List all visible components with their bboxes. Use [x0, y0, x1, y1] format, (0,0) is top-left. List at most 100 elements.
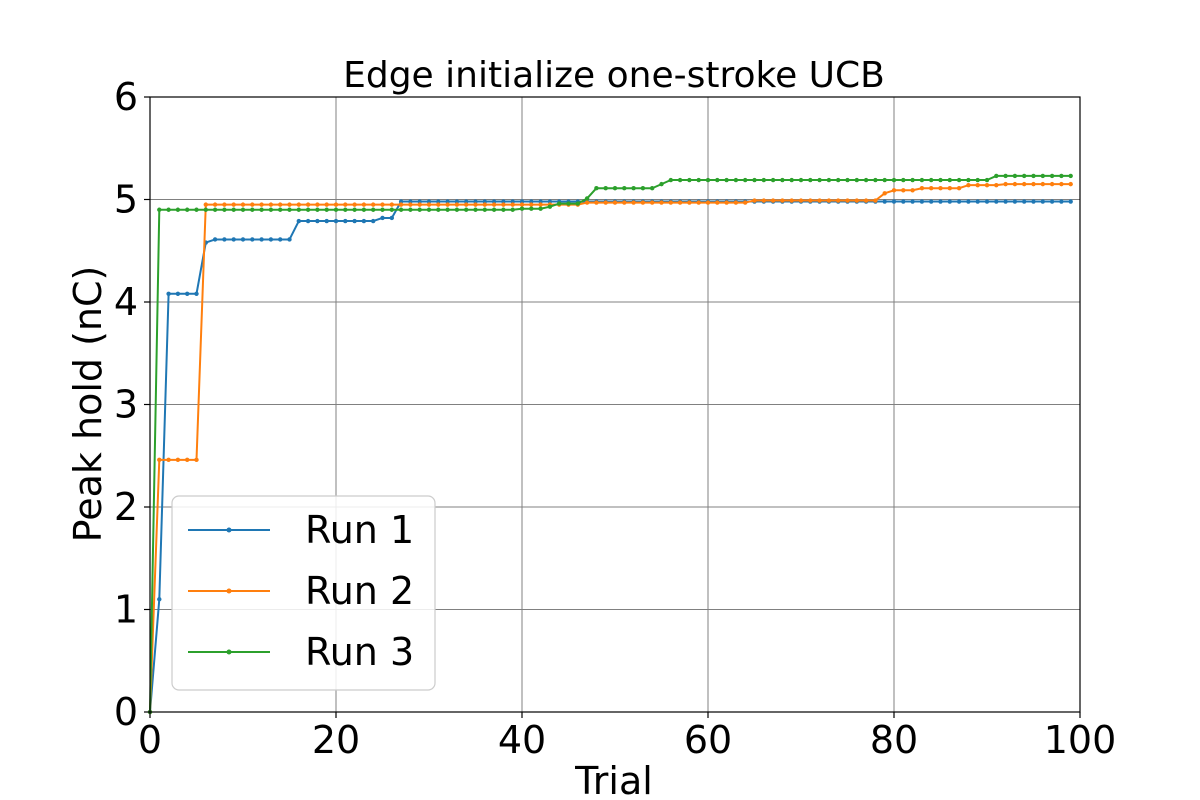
data-point: [212, 237, 218, 242]
data-point: [1003, 199, 1008, 204]
data-point: [1021, 173, 1027, 179]
data-point: [222, 202, 227, 207]
data-point: [1003, 173, 1008, 179]
data-point: [919, 186, 925, 191]
data-point: [333, 207, 339, 212]
data-point: [501, 202, 506, 207]
data-point: [1021, 199, 1027, 204]
data-point: [612, 200, 618, 205]
data-point: [994, 199, 999, 204]
data-point: [1031, 181, 1036, 187]
data-point: [529, 202, 534, 207]
data-point: [222, 237, 227, 242]
y-tick-label: 6: [114, 75, 138, 119]
data-point: [398, 207, 404, 212]
data-point: [482, 207, 487, 212]
data-point: [482, 202, 487, 207]
data-point: [547, 204, 553, 209]
data-point: [278, 207, 283, 212]
data-point: [305, 207, 311, 212]
series-line: [149, 200, 1071, 713]
data-point: [473, 207, 478, 212]
data-point: [389, 207, 394, 212]
data-point: [826, 198, 832, 203]
data-point: [584, 196, 590, 201]
data-point: [352, 207, 357, 212]
data-point: [203, 207, 208, 212]
data-point: [417, 199, 422, 204]
data-point: [770, 177, 776, 183]
data-point: [891, 188, 897, 193]
data-point: [361, 218, 367, 224]
data-point: [919, 199, 925, 204]
data-point: [491, 207, 497, 212]
data-point: [650, 186, 655, 191]
data-point: [882, 199, 887, 204]
data-point: [687, 200, 692, 205]
data-point: [650, 200, 655, 205]
data-point: [891, 199, 897, 204]
data-point: [845, 198, 850, 203]
data-point: [454, 199, 460, 204]
data-point: [631, 200, 636, 205]
data-point: [929, 186, 934, 191]
data-point: [947, 186, 952, 191]
data-point: [240, 207, 246, 212]
data-point: [761, 198, 766, 203]
data-point: [705, 200, 711, 205]
data-point: [677, 200, 683, 205]
data-point: [398, 199, 404, 204]
data-point: [491, 199, 497, 204]
data-point: [566, 201, 571, 206]
legend-marker: [226, 649, 232, 655]
data-point: [1040, 199, 1046, 204]
data-point: [333, 202, 339, 207]
data-point: [315, 218, 320, 224]
data-point: [473, 202, 478, 207]
data-point: [687, 177, 692, 183]
data-point: [380, 215, 385, 221]
legend-item-run-3: Run 3: [188, 630, 414, 674]
data-point: [863, 198, 869, 203]
data-point: [352, 218, 357, 224]
data-point: [166, 291, 171, 296]
data-point: [315, 202, 320, 207]
data-point: [157, 597, 162, 602]
series-line: [149, 174, 1071, 713]
data-point: [538, 199, 543, 204]
data-point: [798, 198, 804, 203]
data-point: [836, 198, 841, 203]
data-point: [668, 177, 673, 183]
data-point: [287, 237, 292, 242]
data-point: [798, 177, 804, 183]
data-point: [510, 202, 515, 207]
data-point: [296, 202, 301, 207]
data-point: [445, 199, 450, 204]
legend-label: Run 1: [305, 508, 414, 552]
x-axis-label: Trial: [574, 759, 653, 800]
data-point: [901, 199, 906, 204]
data-point: [938, 186, 943, 191]
data-point: [529, 206, 534, 211]
data-point: [380, 202, 385, 207]
data-point: [1031, 173, 1036, 179]
x-tick-label: 20: [312, 718, 360, 762]
data-point: [901, 188, 906, 193]
data-point: [947, 199, 952, 204]
data-point: [612, 186, 618, 191]
data-point: [538, 202, 543, 207]
data-point: [1031, 199, 1036, 204]
data-point: [157, 457, 162, 463]
data-point: [956, 177, 962, 183]
data-point: [250, 207, 255, 212]
data-point: [222, 207, 227, 212]
data-point: [780, 177, 785, 183]
data-point: [305, 218, 311, 224]
data-point: [250, 202, 255, 207]
x-tick-label: 80: [870, 718, 918, 762]
data-point: [947, 177, 952, 183]
data-point: [445, 207, 450, 212]
chart-title: Edge initialize one-stroke UCB: [343, 55, 885, 96]
x-tick-label: 40: [498, 718, 546, 762]
data-point: [659, 181, 664, 187]
